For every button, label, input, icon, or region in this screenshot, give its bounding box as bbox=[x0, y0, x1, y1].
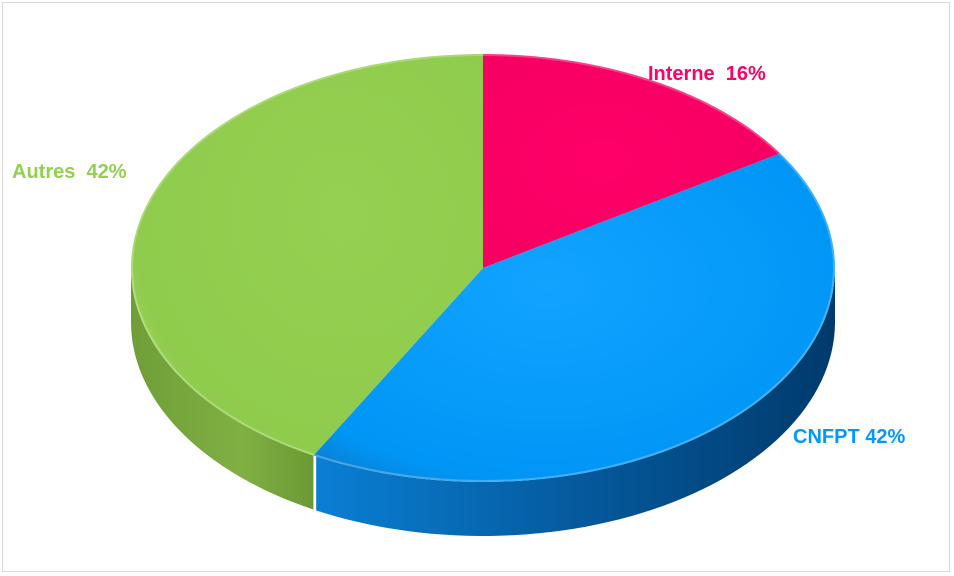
pie-slice-autres[interactable] bbox=[131, 54, 483, 456]
pie-labels: Interne 16% CNFPT 42% Autres 42% bbox=[12, 63, 905, 448]
data-label-autres: Autres 42% bbox=[12, 161, 127, 183]
pie-side-autres bbox=[131, 269, 314, 510]
pie-slice-interne[interactable] bbox=[483, 54, 781, 268]
data-label-interne: Interne 16% bbox=[648, 63, 766, 85]
pie-side-cnfpt bbox=[316, 268, 835, 536]
data-label-cnfpt: CNFPT 42% bbox=[793, 426, 905, 448]
pie-slice-cnfpt[interactable] bbox=[313, 153, 835, 482]
pie-tops bbox=[131, 54, 835, 482]
pie-rim-highlight bbox=[131, 54, 835, 482]
pie-sides bbox=[131, 268, 835, 536]
